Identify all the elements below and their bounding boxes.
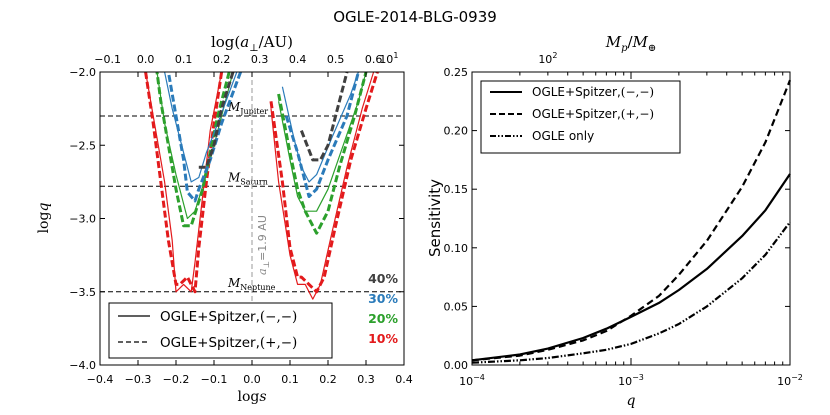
- sensitivity-curve-solid: [471, 173, 791, 362]
- contour-40pct-dashed-left: [198, 71, 235, 169]
- level-label-30pct: 30%: [368, 291, 398, 306]
- reference-label-neptune: MNeptune: [227, 276, 276, 292]
- right-top-xlabel: Mp/M⊕: [605, 33, 657, 54]
- top-x-tick-label: 0.6: [365, 53, 383, 66]
- left-x-ticks: −0.4 −0.3 −0.2 −0.1 0.0 0.1 0.2 0.3 0.4: [87, 72, 413, 386]
- contour-10pct-dashed-left: [144, 71, 224, 294]
- x-tick-label: 0.4: [395, 373, 413, 386]
- reference-label-saturn: MSaturn: [227, 170, 268, 186]
- right-legend-entry-2: OGLE+Spitzer,(+,−): [532, 107, 654, 121]
- top-x-tick-label: 102: [538, 51, 557, 66]
- right-top-ticks: 101 102: [379, 51, 557, 66]
- right-xlabel: q: [627, 393, 636, 409]
- x-tick-label: 0.0: [243, 373, 261, 386]
- x-tick-label: 10−4: [459, 373, 485, 388]
- sensitivity-curves: [471, 79, 792, 364]
- x-tick-label: 10−2: [777, 373, 803, 388]
- top-x-tick-label: 0.1: [175, 53, 193, 66]
- x-tick-label: −0.4: [87, 373, 114, 386]
- reference-label-jupiter: MJupiter: [227, 100, 268, 116]
- y-tick-label: 0.20: [444, 125, 469, 138]
- left-legend: OGLE+Spitzer,(−,−) OGLE+Spitzer,(+,−): [108, 302, 333, 359]
- contour-10pct-solid-left: [145, 71, 223, 293]
- top-x-tick-label: −0.1: [94, 53, 121, 66]
- figure-title: OGLE-2014-BLG-0939: [333, 8, 497, 26]
- right-x-ticks: 10−4 10−3 10−2: [459, 72, 803, 388]
- contour-level-labels: 40% 30% 20% 10%: [368, 271, 398, 346]
- top-x-tick-label: 0.5: [327, 53, 345, 66]
- left-legend-frame: [108, 302, 333, 359]
- x-tick-label: −0.2: [163, 373, 190, 386]
- left-legend-entry-2: OGLE+Spitzer,(+,−): [160, 335, 297, 351]
- top-x-tick-label: 0.4: [289, 53, 307, 66]
- contour-20pct-solid-right: [278, 71, 367, 212]
- left-top-ticks: −0.1 0.0 0.1 0.2 0.3 0.4 0.5 0.6: [94, 53, 382, 66]
- level-label-20pct: 20%: [368, 311, 398, 326]
- contour-20pct-dashed-right: [277, 71, 368, 235]
- left-y-ticks: −4.0 −3.5 −3.0 −2.5 −2.0: [69, 66, 404, 372]
- sensitivity-curve-dashed: [471, 79, 792, 362]
- contour-40pct-dashed-right: [300, 71, 349, 162]
- x-tick-label: −0.1: [201, 373, 228, 386]
- contour-10pct-solid-right: [270, 71, 375, 300]
- x-tick-label: 0.2: [319, 373, 337, 386]
- y-tick-label: −3.0: [69, 213, 96, 226]
- right-legend-entry-1: OGLE+Spitzer,(−,−): [532, 85, 654, 99]
- a-perp-label: a⊥=1.9 AU: [256, 215, 271, 275]
- contour-10pct-dashed-right: [269, 71, 379, 294]
- y-tick-label: −3.5: [69, 286, 96, 299]
- x-tick-label: 0.3: [357, 373, 375, 386]
- y-tick-label: −4.0: [69, 359, 96, 372]
- left-legend-entry-1: OGLE+Spitzer,(−,−): [160, 309, 297, 325]
- y-tick-label: 0.05: [444, 300, 469, 313]
- top-x-tick-label: 0.3: [251, 53, 269, 66]
- sensitivity-contours: [144, 71, 379, 300]
- contour-30pct-dashed-left: [166, 71, 243, 203]
- contour-30pct-solid-right: [281, 71, 359, 183]
- right-legend: OGLE+Spitzer,(−,−) OGLE+Spitzer,(+,−) OG…: [480, 80, 681, 154]
- contour-30pct-solid-left: [164, 71, 238, 183]
- level-label-10pct: 10%: [368, 331, 398, 346]
- y-tick-label: 0.10: [444, 242, 469, 255]
- x-tick-label: 10−3: [618, 373, 644, 388]
- sensitivity-curve-dashdotdot: [471, 221, 791, 364]
- left-ylabel: logq: [36, 203, 52, 234]
- top-x-tick-label: 0.0: [137, 53, 155, 66]
- level-label-40pct: 40%: [368, 271, 398, 286]
- top-x-tick-label: 0.2: [213, 53, 231, 66]
- y-tick-label: −2.5: [69, 139, 96, 152]
- y-tick-label: 0.25: [444, 66, 469, 79]
- right-legend-entry-3: OGLE only: [532, 129, 594, 143]
- right-y-ticks: 0.00 0.05 0.10 0.15 0.20 0.25: [444, 66, 790, 372]
- left-top-xlabel: log(a⊥/AU): [211, 33, 293, 54]
- y-tick-label: −2.0: [69, 66, 96, 79]
- left-xlabel: logs: [237, 389, 266, 405]
- x-tick-label: 0.1: [281, 373, 299, 386]
- contour-30pct-dashed-right: [284, 71, 360, 198]
- top-x-tick-label: 101: [379, 51, 398, 66]
- y-tick-label: 0.15: [444, 183, 469, 196]
- y-tick-label: 0.00: [444, 359, 469, 372]
- x-tick-label: −0.3: [125, 373, 152, 386]
- right-ylabel: Sensitivity: [426, 179, 444, 257]
- right-chart: 10−4 10−3 10−2 0.00 0.05 0.10 0.15 0.20 0.25 10…: [379, 33, 803, 409]
